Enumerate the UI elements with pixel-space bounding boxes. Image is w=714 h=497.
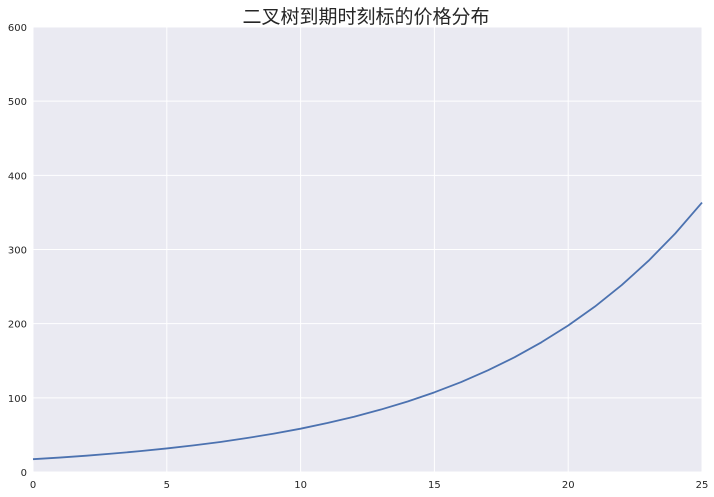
y-tick-label: 100 bbox=[8, 394, 27, 405]
x-tick-label: 5 bbox=[164, 480, 170, 491]
x-tick-label: 10 bbox=[294, 480, 307, 491]
x-tick-label: 20 bbox=[562, 480, 575, 491]
series-layer bbox=[32, 201, 703, 461]
y-tick-label: 0 bbox=[21, 468, 27, 479]
x-tick-label: 0 bbox=[30, 480, 36, 491]
y-tick-label: 300 bbox=[8, 246, 27, 257]
y-tick-label: 600 bbox=[8, 23, 27, 34]
y-tick-label: 400 bbox=[8, 171, 27, 182]
grid bbox=[32, 26, 703, 473]
x-tick-label: 15 bbox=[428, 480, 441, 491]
y-tick-label: 500 bbox=[8, 97, 27, 108]
series-line bbox=[32, 201, 703, 461]
tick-labels: 0 5 10 15 20 25 0 100 200 300 400 500 600 bbox=[8, 23, 708, 491]
x-tick-label: 25 bbox=[696, 480, 709, 491]
chart-title: 二叉树到期时刻标的价格分布 bbox=[242, 6, 489, 28]
y-tick-label: 200 bbox=[8, 320, 27, 331]
